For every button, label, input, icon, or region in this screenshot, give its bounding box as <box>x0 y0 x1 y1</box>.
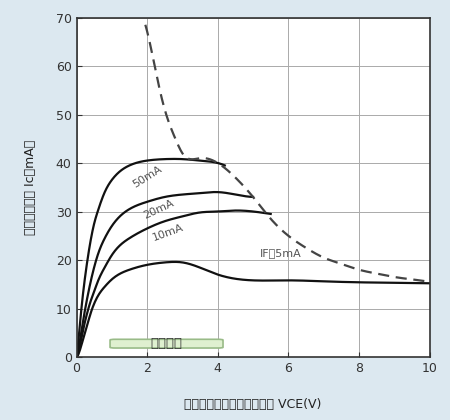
Text: コレクタ電流 Ic（mA）: コレクタ電流 Ic（mA） <box>24 139 37 235</box>
Text: 10mA: 10mA <box>151 223 184 243</box>
Text: 使用範囲: 使用範囲 <box>151 337 183 350</box>
Text: 20mA: 20mA <box>142 198 176 221</box>
Text: IF＝5mA: IF＝5mA <box>260 247 302 257</box>
FancyBboxPatch shape <box>110 339 223 348</box>
Text: 50mA: 50mA <box>131 164 164 190</box>
Text: コレクタ・エミッタ間電圧 VCE(V): コレクタ・エミッタ間電圧 VCE(V) <box>184 398 322 411</box>
